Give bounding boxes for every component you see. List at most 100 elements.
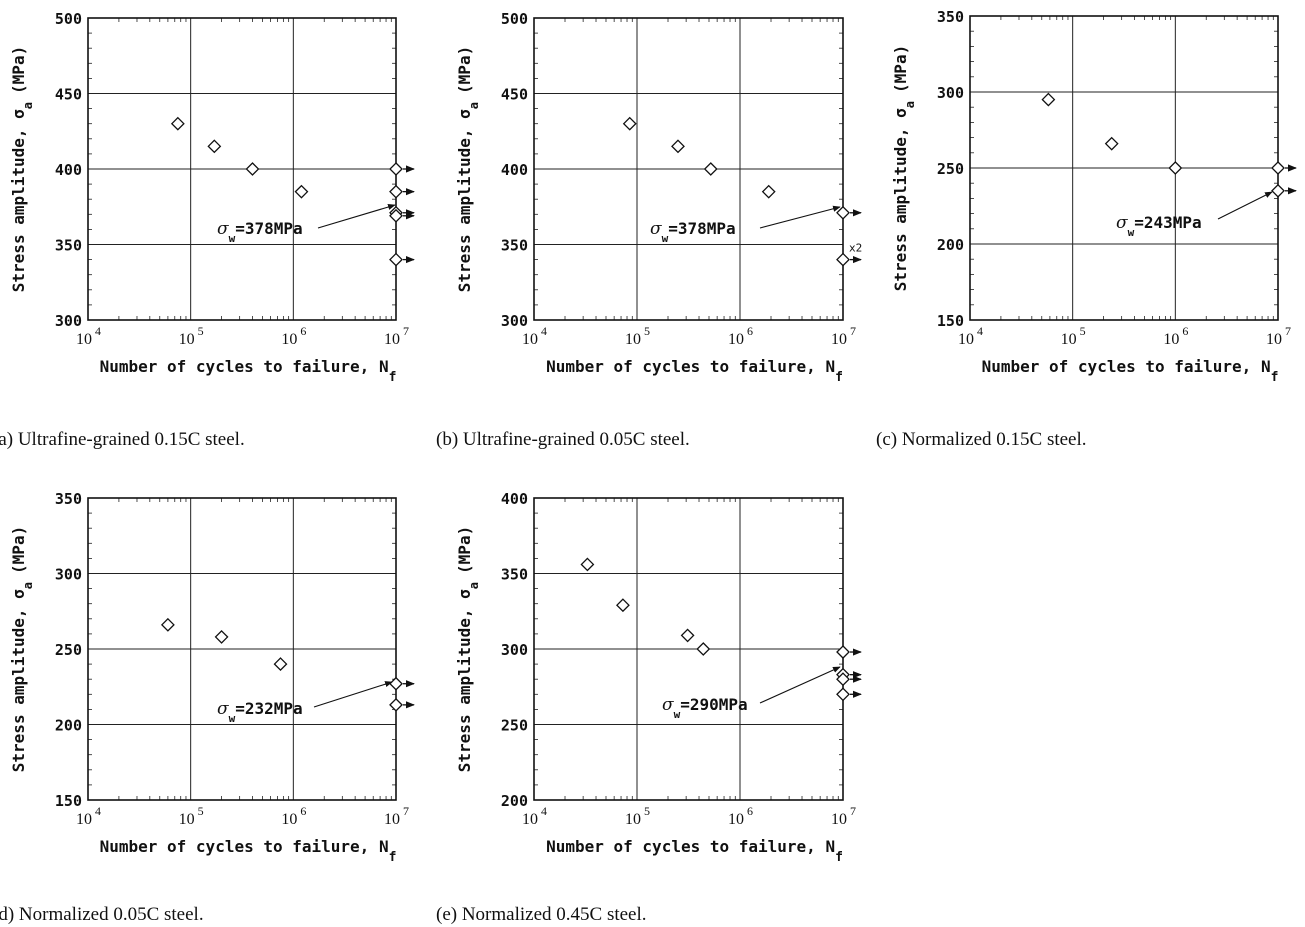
y-axis-label: Stress amplitude, σa(MPa) bbox=[9, 46, 35, 292]
x-axis-label: Number of cycles to failure, Nf bbox=[982, 357, 1279, 385]
svg-text:10: 10 bbox=[384, 331, 400, 348]
svg-text:10: 10 bbox=[179, 811, 195, 828]
svg-text:10: 10 bbox=[625, 331, 641, 348]
panel-caption: (b) Ultrafine-grained 0.05C steel. bbox=[436, 429, 690, 450]
y-tick-label: 200 bbox=[501, 792, 528, 810]
runout-point bbox=[389, 676, 403, 691]
data-point bbox=[1104, 136, 1119, 151]
data-point bbox=[273, 657, 288, 672]
y-tick-label: 300 bbox=[501, 312, 528, 330]
svg-text:6: 6 bbox=[300, 324, 306, 338]
panel-caption: (c) Normalized 0.15C steel. bbox=[876, 429, 1087, 450]
y-tick-label: 300 bbox=[501, 641, 528, 659]
y-tick-label: 250 bbox=[501, 717, 528, 735]
y-tick-label: 350 bbox=[501, 566, 528, 584]
y-tick-label: 150 bbox=[55, 792, 82, 810]
x-axis-label: Number of cycles to failure, Nf bbox=[546, 837, 843, 865]
x-tick-label: 10 6 bbox=[281, 324, 306, 348]
x-tick-label: 10 4 bbox=[522, 324, 547, 348]
fatigue-limit-annotation: σw=378MPa bbox=[217, 219, 303, 245]
data-point bbox=[671, 139, 685, 154]
svg-text:10: 10 bbox=[1266, 331, 1282, 348]
y-tick-label: 250 bbox=[55, 641, 82, 659]
data-point bbox=[616, 598, 630, 613]
y-tick-label: 450 bbox=[501, 86, 528, 104]
svg-text:10: 10 bbox=[1061, 331, 1077, 348]
svg-text:5: 5 bbox=[1080, 324, 1086, 338]
y-tick-label: 500 bbox=[501, 10, 528, 28]
y-tick-label: 400 bbox=[55, 161, 82, 179]
y-tick-label: 150 bbox=[937, 312, 964, 330]
y-tick-label: 300 bbox=[55, 312, 82, 330]
svg-text:7: 7 bbox=[850, 324, 856, 338]
svg-text:10: 10 bbox=[522, 811, 538, 828]
x-tick-label: 10 6 bbox=[728, 324, 753, 348]
runout-point bbox=[1271, 161, 1285, 175]
runout-count-note: x2 bbox=[849, 242, 862, 255]
x-tick-label: 10 7 bbox=[384, 804, 409, 828]
data-point bbox=[245, 162, 260, 176]
fatigue-limit-annotation: σw=290MPa bbox=[662, 695, 748, 721]
runout-point bbox=[1271, 183, 1285, 198]
svg-text:10: 10 bbox=[1163, 331, 1179, 348]
data-point bbox=[294, 184, 309, 199]
runout-point bbox=[389, 162, 403, 176]
y-tick-label: 350 bbox=[937, 8, 964, 26]
y-tick-label: 350 bbox=[55, 237, 82, 255]
svg-text:10: 10 bbox=[384, 811, 400, 828]
svg-text:10: 10 bbox=[831, 331, 847, 348]
svg-text:6: 6 bbox=[1182, 324, 1188, 338]
runout-point bbox=[389, 697, 403, 712]
data-point bbox=[696, 642, 711, 656]
svg-text:7: 7 bbox=[850, 804, 856, 818]
annotation-arrow bbox=[317, 204, 396, 229]
y-axis-label: Stress amplitude, σa(MPa) bbox=[9, 526, 35, 772]
y-tick-label: 450 bbox=[55, 86, 82, 104]
svg-text:10: 10 bbox=[522, 331, 538, 348]
y-tick-label: 350 bbox=[501, 237, 528, 255]
data-point bbox=[580, 557, 595, 572]
svg-text:6: 6 bbox=[747, 804, 753, 818]
svg-text:5: 5 bbox=[644, 324, 650, 338]
svg-text:5: 5 bbox=[198, 324, 204, 338]
x-axis-label: Number of cycles to failure, Nf bbox=[100, 357, 397, 385]
panel-caption: (e) Normalized 0.45C steel. bbox=[436, 904, 647, 925]
runout-point bbox=[836, 687, 850, 702]
fatigue-limit-annotation: σw=243MPa bbox=[1116, 213, 1202, 239]
annotation-arrow bbox=[313, 681, 393, 708]
x-tick-label: 10 5 bbox=[625, 804, 650, 828]
annotation-arrow bbox=[759, 205, 841, 229]
plot-frame bbox=[533, 17, 844, 321]
x-tick-label: 10 5 bbox=[1061, 324, 1086, 348]
annotation-arrow bbox=[759, 666, 841, 704]
data-point bbox=[214, 630, 229, 644]
x-tick-label: 10 4 bbox=[76, 324, 101, 348]
data-point bbox=[170, 116, 185, 131]
panel-caption: (d) Normalized 0.05C steel. bbox=[0, 904, 204, 925]
x-tick-label: 10 5 bbox=[625, 324, 650, 348]
x-tick-label: 10 4 bbox=[958, 324, 983, 348]
svg-text:10: 10 bbox=[831, 811, 847, 828]
svg-text:10: 10 bbox=[179, 331, 195, 348]
y-tick-label: 200 bbox=[55, 717, 82, 735]
data-point bbox=[622, 116, 637, 131]
y-tick-label: 500 bbox=[55, 10, 82, 28]
y-axis-label: Stress amplitude, σa(MPa) bbox=[455, 46, 481, 292]
runout-point bbox=[836, 672, 850, 687]
svg-text:10: 10 bbox=[728, 331, 744, 348]
x-tick-label: 10 5 bbox=[179, 324, 204, 348]
y-tick-label: 250 bbox=[937, 160, 964, 178]
x-tick-label: 10 7 bbox=[384, 324, 409, 348]
y-axis-label: Stress amplitude, σa(MPa) bbox=[891, 45, 917, 291]
y-tick-label: 350 bbox=[55, 490, 82, 508]
x-tick-label: 10 6 bbox=[281, 804, 306, 828]
data-point bbox=[1041, 92, 1056, 107]
svg-text:4: 4 bbox=[541, 804, 547, 818]
fatigue-limit-annotation: σw=378MPa bbox=[650, 219, 736, 245]
y-tick-label: 300 bbox=[55, 566, 82, 584]
svg-text:10: 10 bbox=[76, 331, 92, 348]
